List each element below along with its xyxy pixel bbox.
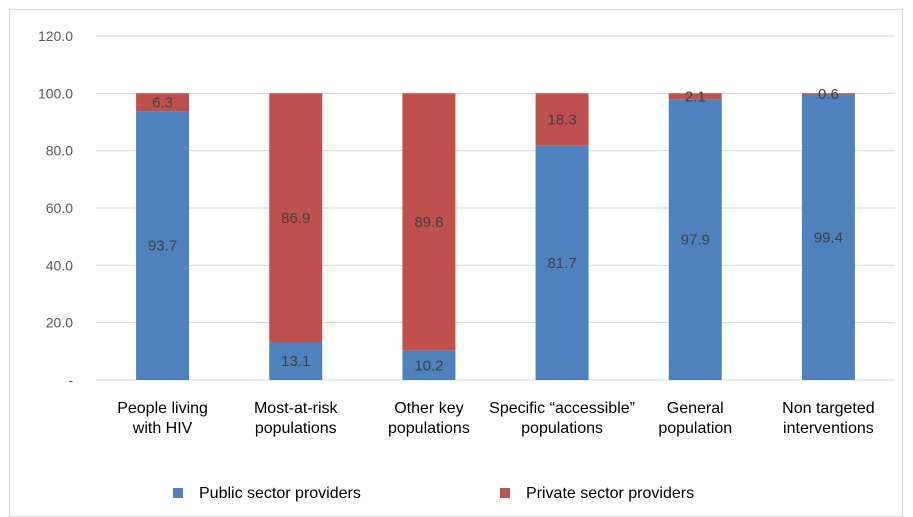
x-tick-label-line: with HIV	[132, 420, 193, 437]
data-label: 93.7	[148, 238, 177, 255]
data-label: 0.6	[818, 86, 839, 103]
bar-private	[136, 93, 190, 112]
data-label: 18.3	[547, 112, 576, 129]
x-tick-label: Specific “accessible” populations	[489, 400, 635, 437]
y-tick-label: 40.0	[46, 257, 73, 273]
data-label: 2.1	[685, 88, 706, 105]
x-tick-label-line: General	[667, 400, 724, 417]
legend: Public sector providers Private sector pr…	[173, 485, 694, 502]
data-label: 81.7	[547, 255, 576, 272]
data-label: 10.2	[414, 357, 443, 374]
x-axis-labels: People living with HIV Most-at-risk populat…	[117, 400, 874, 437]
bar-private	[535, 93, 589, 146]
data-label: 13.1	[281, 353, 310, 370]
x-tick-label-line: People living	[117, 400, 208, 417]
bar-public	[269, 342, 323, 380]
bar-public	[801, 95, 855, 380]
bar-public	[668, 99, 722, 380]
bar-private	[402, 93, 456, 351]
legend-label: Private sector providers	[526, 485, 694, 502]
data-label: 6.3	[152, 94, 173, 111]
bar-public	[136, 111, 190, 380]
x-tick-label: People living with HIV	[117, 400, 208, 437]
y-axis-ticks: - 20.0 40.0 60.0 80.0 100.0 120.0	[38, 28, 73, 388]
x-tick-label-line: populations	[521, 420, 603, 437]
bar-public	[535, 145, 589, 380]
legend-swatch	[173, 488, 183, 498]
data-labels: 93.7 6.3 13.1 86.9 10.2 89.8 81.7 18.3 97.9 2.1 99…	[148, 86, 843, 374]
x-tick-label-line: populations	[388, 420, 470, 437]
x-tick-label-line: Most-at-risk	[254, 400, 339, 417]
x-tick-label-line: populations	[255, 420, 337, 437]
bar-public	[402, 350, 456, 380]
x-tick-label-line: Specific “accessible”	[489, 400, 635, 417]
y-tick-label: 20.0	[46, 315, 73, 331]
x-tick-label-line: Other key	[394, 400, 463, 417]
data-label: 99.4	[814, 230, 843, 247]
y-tick-label: 60.0	[46, 200, 73, 216]
y-tick-label: 120.0	[38, 28, 73, 44]
gridlines	[96, 35, 895, 381]
y-tick-label: -	[68, 372, 73, 388]
y-tick-label: 100.0	[38, 85, 73, 101]
bars	[136, 93, 855, 380]
bar-private	[801, 93, 855, 96]
x-tick-label-line: interventions	[783, 420, 874, 437]
bar-private	[269, 93, 323, 343]
y-tick-label: 80.0	[46, 143, 73, 159]
x-tick-label: Most-at-risk populations	[254, 400, 339, 437]
legend-label: Public sector providers	[199, 485, 361, 502]
x-tick-label: Non targeted interventions	[782, 400, 875, 437]
x-tick-label: Other key populations	[388, 400, 470, 437]
x-tick-label: General population	[658, 400, 732, 437]
bar-private	[668, 93, 722, 100]
data-label: 86.9	[281, 210, 310, 227]
x-tick-label-line: Non targeted	[782, 400, 875, 417]
data-label: 89.8	[414, 214, 443, 231]
legend-swatch	[500, 488, 510, 498]
x-tick-label-line: population	[658, 420, 732, 437]
data-label: 97.9	[681, 232, 710, 249]
